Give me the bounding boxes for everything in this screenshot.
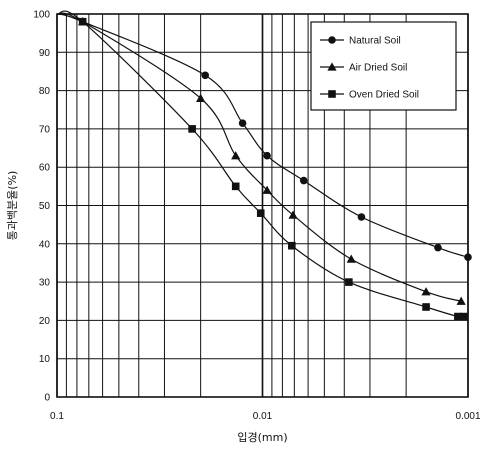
data-point-air-dried-soil (262, 185, 272, 194)
x-tick-label: 0.01 (253, 411, 273, 422)
series-oven-dried-soil (56, 10, 468, 321)
y-tick-label: 80 (39, 86, 51, 97)
y-tick-label: 70 (39, 124, 51, 135)
legend-marker (328, 90, 336, 98)
data-point-oven-dried-soil (345, 278, 353, 286)
legend: Natural Soil Air Dried Soil Oven Dried Soi… (310, 21, 457, 111)
data-point-natural-soil (238, 119, 247, 127)
data-point-air-dried-soil (456, 296, 466, 305)
data-point-natural-soil (201, 71, 210, 80)
y-tick-label: 100 (33, 10, 50, 21)
y-tick-label: 30 (39, 278, 51, 289)
data-point-air-dried-soil (346, 254, 356, 263)
data-point-natural-soil (464, 253, 472, 262)
legend-item-oven-dried-soil: Oven Dried Soil (320, 90, 419, 101)
data-point-oven-dried-soil (422, 303, 430, 311)
data-point-air-dried-soil (196, 93, 206, 102)
legend-marker (327, 62, 337, 71)
y-tick-label: 10 (39, 354, 51, 365)
y-tick-label: 20 (39, 316, 51, 327)
data-point-natural-soil (299, 176, 308, 185)
data-point-oven-dried-soil (459, 312, 468, 321)
x-axis-title: 입경(mm) (237, 431, 287, 444)
data-point-oven-dried-soil (256, 209, 265, 217)
data-point-natural-soil (263, 151, 271, 160)
y-tick-label: 50 (39, 201, 51, 212)
series-layer (56, 10, 472, 321)
series-line-oven-dried-soil (56, 10, 464, 318)
legend-item-air-dried-soil: Air Dried Soil (320, 62, 407, 74)
legend-label: Air Dried Soil (349, 63, 407, 74)
x-tick-label: 0.001 (455, 411, 480, 422)
data-point-natural-soil (357, 213, 366, 221)
data-point-oven-dried-soil (78, 17, 87, 26)
y-tick-label: 60 (39, 163, 51, 174)
data-point-oven-dried-soil (188, 125, 196, 133)
data-point-air-dried-soil (231, 151, 241, 160)
legend-label: Oven Dried Soil (349, 90, 419, 101)
legend-item-natural-soil: Natural Soil (320, 36, 401, 47)
data-point-oven-dried-soil (231, 182, 240, 191)
data-point-air-dried-soil (421, 287, 431, 296)
data-point-air-dried-soil (288, 210, 298, 219)
y-tick-label: 0 (44, 393, 50, 404)
y-tick-label: 90 (39, 48, 51, 59)
y-axis-title: 통과백분율(%) (6, 171, 19, 241)
x-tick-label: 0.1 (50, 411, 64, 422)
y-tick-label: 40 (39, 239, 51, 250)
series-air-dried-soil (56, 12, 466, 305)
tick-labels: 0 10 20 30 40 50 60 70 80 90 100 0.1 0.01 0.001 (33, 10, 481, 423)
data-point-oven-dried-soil (454, 312, 462, 321)
plot-frame (56, 13, 469, 398)
legend-label: Natural Soil (349, 36, 401, 47)
legend-marker (328, 36, 336, 44)
data-point-natural-soil (434, 243, 442, 252)
data-point-oven-dried-soil (288, 241, 296, 250)
